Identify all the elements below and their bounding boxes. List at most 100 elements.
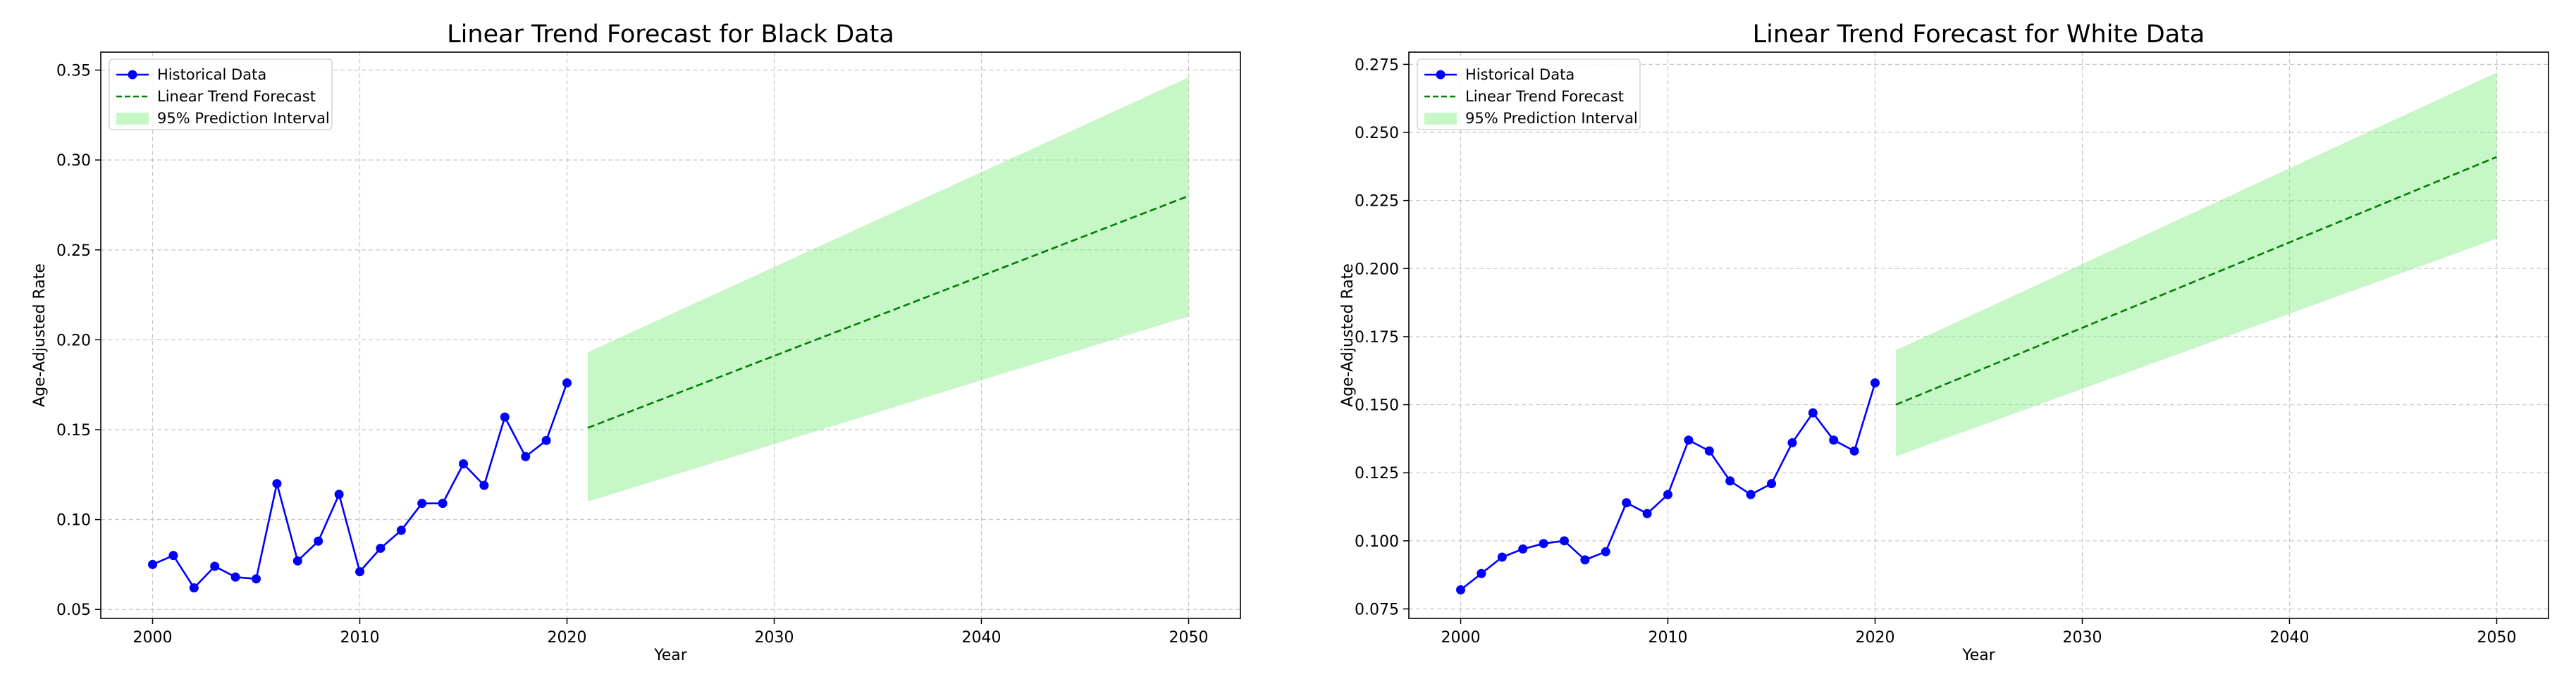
plot-frame xyxy=(1408,51,2549,619)
y-tick-label: 0.200 xyxy=(1355,261,1399,278)
x-tick-label: 2040 xyxy=(2270,629,2310,647)
legend-label-interval: 95% Prediction Interval xyxy=(1465,110,1638,127)
legend: Historical Data Linear Trend Forecast 95% … xyxy=(1417,58,1641,130)
chart-title: Linear Trend Forecast for White Data xyxy=(1753,20,2205,49)
y-axis-label: Age-Adjusted Rate xyxy=(1339,263,1357,407)
y-tick-label: 0.100 xyxy=(1355,533,1399,551)
y-tick-label: 0.125 xyxy=(1355,465,1399,482)
historical-point xyxy=(1601,547,1610,556)
historical-point xyxy=(355,567,364,577)
plot-frame xyxy=(100,51,1241,619)
legend-historical-marker-swatch xyxy=(1436,70,1446,80)
y-tick-label: 0.20 xyxy=(56,332,91,349)
historical-point xyxy=(189,583,199,593)
y-tick-label: 0.075 xyxy=(1355,601,1399,618)
legend-interval-swatch xyxy=(1424,113,1457,125)
y-tick-label: 0.175 xyxy=(1355,329,1399,347)
historical-point xyxy=(1518,544,1528,554)
historical-point xyxy=(1663,490,1672,499)
legend-label-forecast: Linear Trend Forecast xyxy=(157,88,316,105)
historical-point xyxy=(1456,585,1465,594)
chart-title: Linear Trend Forecast for Black Data xyxy=(447,20,894,49)
forecast-line xyxy=(587,194,1189,429)
historical-point xyxy=(292,556,302,566)
prediction-interval-band xyxy=(1895,72,2497,457)
historical-point xyxy=(1849,446,1859,456)
historical-point xyxy=(562,378,572,388)
legend-label-interval: 95% Prediction Interval xyxy=(157,110,330,127)
legend-box xyxy=(109,58,333,130)
y-tick-label: 0.25 xyxy=(56,242,91,260)
legend-label-forecast: Linear Trend Forecast xyxy=(1465,88,1624,105)
legend: Historical Data Linear Trend Forecast 95% … xyxy=(109,58,333,130)
y-tick-label: 0.30 xyxy=(56,152,91,170)
historical-point xyxy=(1684,435,1694,445)
x-tick-label: 2010 xyxy=(1648,629,1688,647)
y-axis-label: Age-Adjusted Rate xyxy=(31,263,49,407)
historical-point xyxy=(1767,479,1776,489)
y-tick-label: 0.15 xyxy=(56,422,91,440)
legend-label-historical: Historical Data xyxy=(157,66,266,83)
x-tick-label: 2020 xyxy=(548,629,587,647)
historical-point xyxy=(1642,509,1652,518)
historical-point xyxy=(1622,498,1632,508)
x-axis-label: Year xyxy=(1961,647,1996,664)
forecast-line xyxy=(1895,156,2497,406)
historical-point xyxy=(541,435,551,445)
historical-point xyxy=(479,480,489,490)
historical-point xyxy=(521,451,531,461)
y-tick-label: 0.225 xyxy=(1355,193,1399,211)
historical-point xyxy=(1477,568,1486,578)
historical-point xyxy=(417,499,427,509)
y-tick-label: 0.250 xyxy=(1355,125,1399,142)
historical-point xyxy=(148,559,157,569)
historical-point xyxy=(500,412,510,422)
historical-point xyxy=(210,561,220,571)
historical-point xyxy=(1725,476,1735,486)
x-tick-label: 2000 xyxy=(1441,629,1481,647)
historical-point xyxy=(396,525,406,535)
y-tick-label: 0.275 xyxy=(1355,56,1399,74)
x-tick-label: 2050 xyxy=(1169,629,1209,647)
x-axis-label: Year xyxy=(653,647,688,664)
historical-point xyxy=(230,572,240,582)
historical-point xyxy=(1560,536,1569,546)
legend-historical-marker-swatch xyxy=(128,70,137,80)
historical-point xyxy=(168,551,178,561)
historical-point xyxy=(1497,552,1507,562)
historical-point xyxy=(1808,408,1818,418)
y-tick-label: 0.10 xyxy=(56,512,91,530)
x-tick-label: 2030 xyxy=(755,629,794,647)
legend-box xyxy=(1417,58,1641,130)
historical-point xyxy=(1539,539,1548,549)
x-tick-label: 2000 xyxy=(133,629,173,647)
historical-point xyxy=(334,490,344,499)
historical-point xyxy=(1746,490,1756,499)
x-tick-label: 2030 xyxy=(2063,629,2102,647)
x-tick-label: 2010 xyxy=(340,629,380,647)
legend-label-historical: Historical Data xyxy=(1465,66,1574,83)
historical-point xyxy=(376,543,386,553)
historical-point xyxy=(272,479,282,489)
historical-point xyxy=(1829,435,1839,445)
prediction-interval-band xyxy=(587,77,1189,502)
x-tick-label: 2040 xyxy=(962,629,1002,647)
x-tick-label: 2020 xyxy=(1856,629,1895,647)
historical-point xyxy=(1871,378,1880,388)
historical-point xyxy=(459,459,468,468)
historical-point xyxy=(314,536,323,546)
y-tick-label: 0.150 xyxy=(1355,397,1399,415)
y-tick-label: 0.05 xyxy=(56,602,91,619)
x-tick-label: 2050 xyxy=(2477,629,2517,647)
historical-point xyxy=(1787,438,1797,448)
historical-point xyxy=(1580,555,1590,565)
legend-interval-swatch xyxy=(116,113,149,125)
historical-point xyxy=(1704,446,1714,456)
historical-point xyxy=(252,574,261,584)
y-tick-label: 0.35 xyxy=(56,63,91,80)
chart-white: 0.075 0.100 0.125 0.150 0.175 0.200 0.225 0.250… xyxy=(1339,20,2549,664)
historical-point xyxy=(438,499,448,509)
chart-black: 0.05 0.10 0.15 0.20 0.25 0.30 0.35 2000 2010 2020… xyxy=(31,20,1241,664)
